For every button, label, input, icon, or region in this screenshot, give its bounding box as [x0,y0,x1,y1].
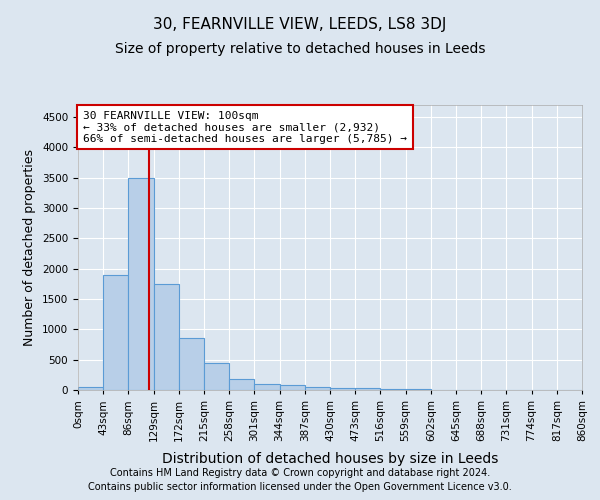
Bar [128,178,154,390]
Text: Size of property relative to detached houses in Leeds: Size of property relative to detached ho… [115,42,485,56]
Bar [254,384,280,390]
Bar [103,275,128,390]
Text: 30 FEARNVILLE VIEW: 100sqm
← 33% of detached houses are smaller (2,932)
66% of s: 30 FEARNVILLE VIEW: 100sqm ← 33% of deta… [83,110,407,144]
Bar [154,284,179,390]
Bar [179,338,204,390]
Bar [204,362,229,390]
Bar [280,386,305,390]
Text: 30, FEARNVILLE VIEW, LEEDS, LS8 3DJ: 30, FEARNVILLE VIEW, LEEDS, LS8 3DJ [154,18,446,32]
Bar [330,388,355,390]
Text: Contains public sector information licensed under the Open Government Licence v3: Contains public sector information licen… [88,482,512,492]
Bar [355,388,380,390]
Bar [229,380,254,390]
X-axis label: Distribution of detached houses by size in Leeds: Distribution of detached houses by size … [162,452,498,466]
Bar [305,387,330,390]
Bar [380,389,406,390]
Y-axis label: Number of detached properties: Number of detached properties [23,149,37,346]
Bar [78,387,103,390]
Text: Contains HM Land Registry data © Crown copyright and database right 2024.: Contains HM Land Registry data © Crown c… [110,468,490,477]
